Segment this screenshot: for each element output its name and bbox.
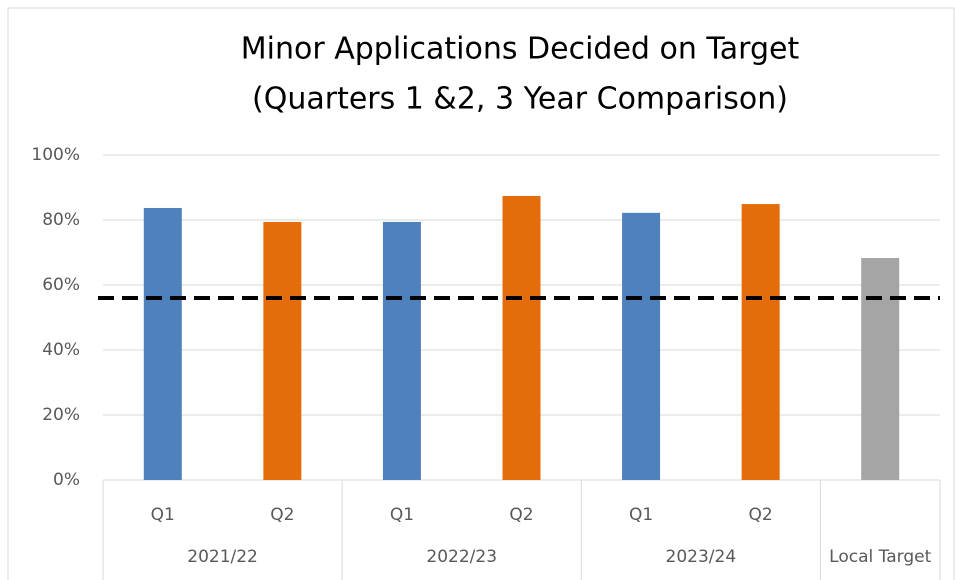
group-label: 2022/23 (426, 547, 497, 567)
group-label: 2023/24 (666, 547, 737, 567)
y-tick-label: 40% (42, 340, 80, 360)
y-tick-label: 20% (42, 405, 80, 425)
x-tick-label: Q2 (749, 505, 773, 525)
bar (622, 212, 661, 480)
y-tick-label: 60% (42, 275, 80, 295)
bar (263, 221, 302, 480)
x-tick-label: Q1 (390, 505, 414, 525)
x-tick-label: Q2 (509, 505, 533, 525)
bar (861, 258, 900, 480)
bar (502, 195, 541, 480)
bar (143, 207, 182, 480)
y-tick-label: 100% (31, 145, 80, 165)
group-label: 2021/22 (187, 547, 258, 567)
y-tick-label: 0% (53, 470, 80, 490)
chart-title: Minor Applications Decided on Target (241, 32, 800, 67)
x-tick-label: Q2 (270, 505, 294, 525)
group-label: Local Target (829, 547, 931, 567)
chart-subtitle: (Quarters 1 &2, 3 Year Comparison) (252, 82, 788, 117)
y-tick-label: 80% (42, 210, 80, 230)
x-tick-label: Q1 (151, 505, 175, 525)
x-tick-label: Q1 (629, 505, 653, 525)
chart-border (7, 7, 955, 580)
bar (382, 221, 421, 480)
bar (741, 204, 780, 480)
